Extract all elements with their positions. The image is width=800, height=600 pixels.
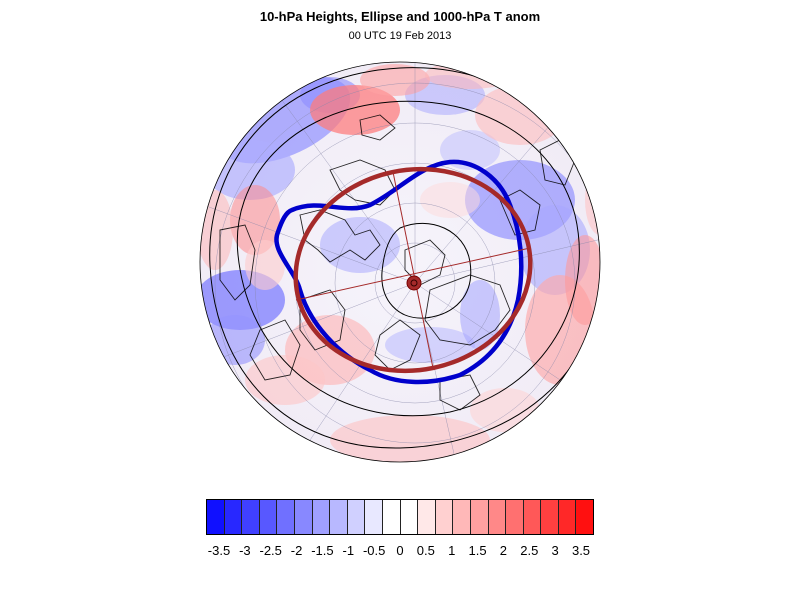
- colorbar-tick-label: -2.5: [259, 543, 282, 558]
- colorbar-swatch: [365, 500, 383, 534]
- colorbar-swatch: [506, 500, 524, 534]
- colorbar-swatch: [347, 500, 366, 534]
- colorbar-tick-label: 2: [499, 543, 508, 558]
- colorbar-swatch: [312, 500, 331, 534]
- polar-vortex-ellipse: [293, 166, 533, 374]
- colorbar-tick-label: -1.5: [311, 543, 334, 558]
- ellipse-axes: [295, 171, 531, 369]
- height-contours: [209, 67, 600, 449]
- colorbar-tick-label: -3.5: [207, 543, 231, 558]
- polar-map: [199, 61, 601, 463]
- colorbar-swatch: [259, 500, 278, 534]
- colorbar-swatch: [523, 500, 542, 534]
- colorbar-swatch: [207, 500, 225, 534]
- ellipse-center-marker: [406, 275, 422, 291]
- colorbar-swatch: [294, 500, 313, 534]
- colorbar-tick-label: -3: [239, 543, 251, 558]
- colorbar-swatch: [435, 500, 454, 534]
- colorbar-tick-label: -0.5: [362, 543, 386, 558]
- colorbar-swatch: [330, 500, 348, 534]
- colorbar-swatch: [558, 500, 577, 534]
- colorbar-swatch: [541, 500, 559, 534]
- colorbar-labels: -3.5 -3 -2.5 -2 -1.5 -1 -0.5 0 0.5 1 1.5 2 2.5 3 3.5: [206, 543, 594, 561]
- colorbar-swatch: [277, 500, 295, 534]
- globe-outline: [199, 61, 601, 463]
- map-subtitle: 00 UTC 19 Feb 2013: [348, 30, 452, 42]
- colorbar-swatch: [400, 500, 419, 534]
- colorbar-tick-label: 2.5: [520, 543, 539, 558]
- colorbar-swatch: [242, 500, 260, 534]
- colorbar-tick-label: 1: [448, 543, 456, 558]
- colorbar-tick-label: 3: [551, 543, 559, 558]
- colorbar-swatch: [453, 500, 471, 534]
- colorbar-swatch: [418, 500, 436, 534]
- graticule: [200, 62, 600, 462]
- colorbar-swatch: [488, 500, 507, 534]
- map-title: 10-hPa Heights, Ellipse and 1000-hPa T a…: [259, 9, 541, 24]
- colorbar-tick-label: 1.5: [468, 543, 487, 558]
- colorbar-tick-label: 0.5: [416, 543, 435, 558]
- colorbar: [206, 499, 594, 535]
- colorbar-tick-label: 0: [396, 543, 404, 558]
- colorbar-tick-label: -1: [342, 543, 355, 558]
- colorbar-swatch: [382, 500, 401, 534]
- colorbar-tick-label: -2: [290, 543, 303, 558]
- colorbar-tick-label: 3.5: [571, 543, 591, 558]
- colorbar-swatch: [224, 500, 243, 534]
- pole-marker: [410, 279, 418, 287]
- colorbar-swatch: [470, 500, 489, 534]
- colorbar-swatch: [576, 500, 594, 534]
